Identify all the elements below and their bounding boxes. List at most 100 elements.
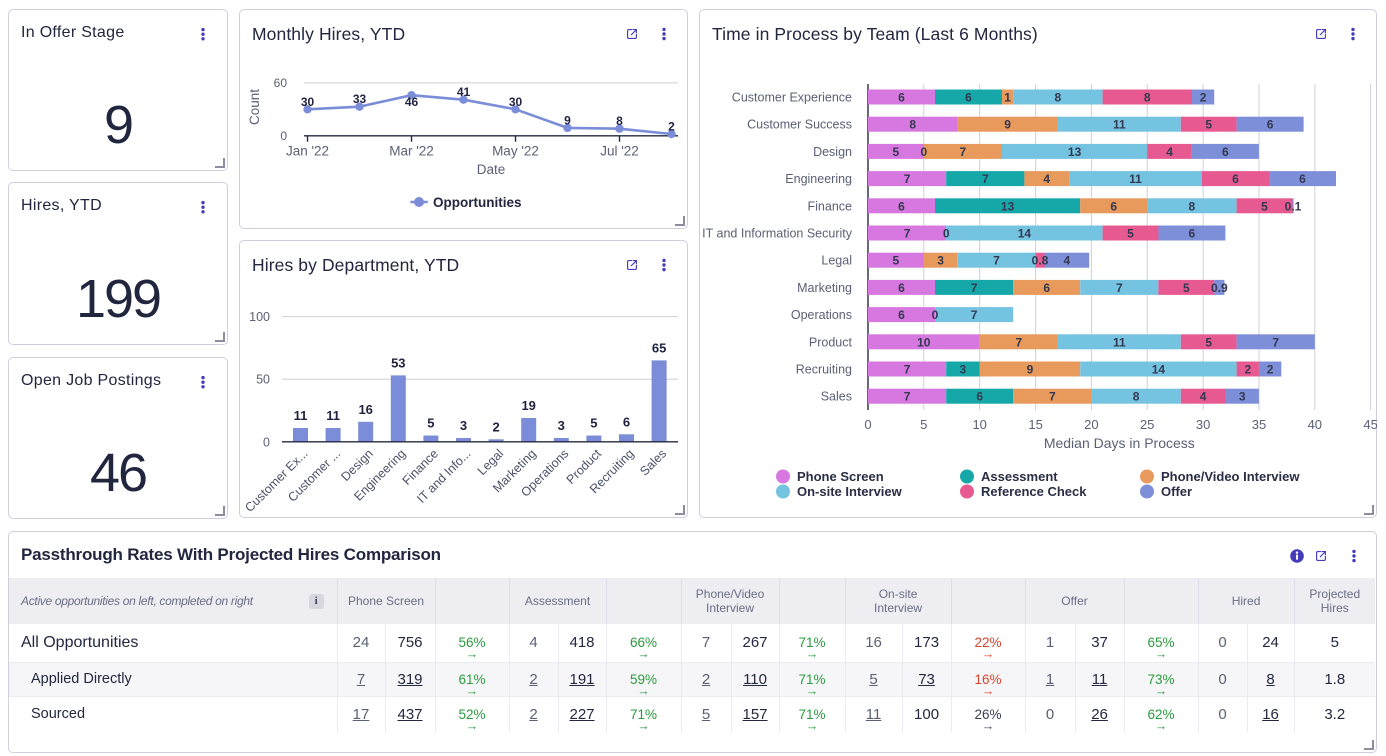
svg-text:8: 8 <box>1133 390 1140 404</box>
svg-text:7: 7 <box>1116 281 1123 295</box>
svg-text:50: 50 <box>256 373 270 387</box>
svg-text:8: 8 <box>1189 199 1196 213</box>
svg-text:45: 45 <box>1363 417 1377 432</box>
svg-text:6: 6 <box>976 390 983 404</box>
svg-text:16: 16 <box>358 402 372 417</box>
svg-text:Phone/Video Interview: Phone/Video Interview <box>1161 469 1300 484</box>
svg-text:7: 7 <box>971 281 978 295</box>
svg-text:Jul '22: Jul '22 <box>600 143 639 158</box>
svg-text:Reference Check: Reference Check <box>981 484 1087 499</box>
svg-text:7: 7 <box>904 172 911 186</box>
svg-text:6: 6 <box>1299 172 1306 186</box>
svg-text:8: 8 <box>909 118 916 132</box>
svg-text:Marketing: Marketing <box>797 281 852 295</box>
svg-text:11: 11 <box>326 408 340 423</box>
svg-text:7: 7 <box>993 254 1000 268</box>
svg-text:5: 5 <box>1205 335 1212 349</box>
svg-text:6: 6 <box>898 199 905 213</box>
svg-text:Assessment: Assessment <box>981 469 1058 484</box>
svg-text:30: 30 <box>301 95 315 109</box>
svg-text:7: 7 <box>982 172 989 186</box>
svg-text:Sales: Sales <box>821 390 852 404</box>
svg-text:5: 5 <box>893 254 900 268</box>
svg-text:5: 5 <box>893 145 900 159</box>
svg-text:13: 13 <box>1068 145 1082 159</box>
svg-text:0: 0 <box>280 129 287 143</box>
svg-text:7: 7 <box>904 363 911 377</box>
svg-text:14: 14 <box>1152 363 1166 377</box>
svg-text:Sales: Sales <box>637 447 669 479</box>
svg-text:5: 5 <box>427 416 434 431</box>
svg-text:1: 1 <box>1004 91 1011 105</box>
svg-text:65: 65 <box>652 340 666 355</box>
svg-text:Recruiting: Recruiting <box>796 363 852 377</box>
svg-text:7: 7 <box>1272 335 1279 349</box>
svg-text:6: 6 <box>1043 281 1050 295</box>
svg-text:6: 6 <box>898 281 905 295</box>
svg-text:6: 6 <box>1232 172 1239 186</box>
svg-text:5: 5 <box>920 417 927 432</box>
svg-text:Jan '22: Jan '22 <box>286 143 329 158</box>
svg-text:Opportunities: Opportunities <box>433 195 522 210</box>
svg-text:11: 11 <box>1113 335 1126 349</box>
svg-text:Design: Design <box>813 145 852 159</box>
svg-text:5: 5 <box>1205 118 1212 132</box>
svg-text:5: 5 <box>1127 227 1134 241</box>
svg-text:40: 40 <box>1308 417 1322 432</box>
svg-text:0.9: 0.9 <box>1211 281 1228 295</box>
svg-text:0.1: 0.1 <box>1285 199 1302 213</box>
svg-text:9: 9 <box>1004 118 1011 132</box>
svg-text:20: 20 <box>1084 417 1098 432</box>
svg-text:5: 5 <box>1261 199 1268 213</box>
svg-text:3: 3 <box>1239 390 1246 404</box>
svg-text:11: 11 <box>294 408 308 423</box>
svg-text:13: 13 <box>1001 199 1015 213</box>
svg-text:Customer Experience: Customer Experience <box>732 91 852 105</box>
svg-text:0: 0 <box>263 435 270 449</box>
svg-text:30: 30 <box>509 95 523 109</box>
svg-text:0.8: 0.8 <box>1032 254 1049 268</box>
svg-text:Date: Date <box>477 162 506 177</box>
svg-text:10: 10 <box>917 335 931 349</box>
svg-text:7: 7 <box>1049 390 1056 404</box>
svg-text:11: 11 <box>1129 172 1142 186</box>
svg-text:3: 3 <box>460 418 467 433</box>
svg-text:35: 35 <box>1252 417 1266 432</box>
svg-text:Count: Count <box>247 89 262 125</box>
svg-text:Product: Product <box>809 335 853 349</box>
svg-text:7: 7 <box>904 227 911 241</box>
svg-text:11: 11 <box>1113 118 1126 132</box>
svg-text:25: 25 <box>1140 417 1154 432</box>
svg-text:41: 41 <box>457 85 471 99</box>
svg-text:0: 0 <box>864 417 871 432</box>
svg-text:30: 30 <box>1196 417 1210 432</box>
svg-text:Median Days in Process: Median Days in Process <box>1044 435 1195 451</box>
svg-text:2: 2 <box>1267 363 1274 377</box>
svg-text:5: 5 <box>590 416 597 431</box>
svg-text:May '22: May '22 <box>492 143 539 158</box>
svg-text:60: 60 <box>274 76 288 90</box>
svg-text:0: 0 <box>932 308 939 322</box>
svg-text:10: 10 <box>972 417 986 432</box>
svg-text:6: 6 <box>623 414 630 429</box>
svg-text:6: 6 <box>1267 118 1274 132</box>
svg-text:4: 4 <box>1166 145 1173 159</box>
svg-text:14: 14 <box>1018 227 1032 241</box>
svg-text:8: 8 <box>1055 91 1062 105</box>
svg-text:19: 19 <box>521 398 535 413</box>
svg-text:0: 0 <box>920 145 927 159</box>
svg-text:Offer: Offer <box>1161 484 1192 499</box>
svg-text:4: 4 <box>1043 172 1050 186</box>
svg-text:2: 2 <box>492 419 499 434</box>
svg-text:46: 46 <box>405 95 419 109</box>
svg-text:4: 4 <box>1200 390 1207 404</box>
svg-text:53: 53 <box>391 355 405 370</box>
svg-text:0: 0 <box>943 227 950 241</box>
svg-text:6: 6 <box>898 308 905 322</box>
svg-text:2: 2 <box>668 120 675 134</box>
svg-text:2: 2 <box>1200 91 1207 105</box>
svg-text:9: 9 <box>564 113 571 127</box>
svg-text:100: 100 <box>249 310 270 324</box>
svg-text:Legal: Legal <box>821 254 852 268</box>
svg-text:8: 8 <box>1144 91 1151 105</box>
